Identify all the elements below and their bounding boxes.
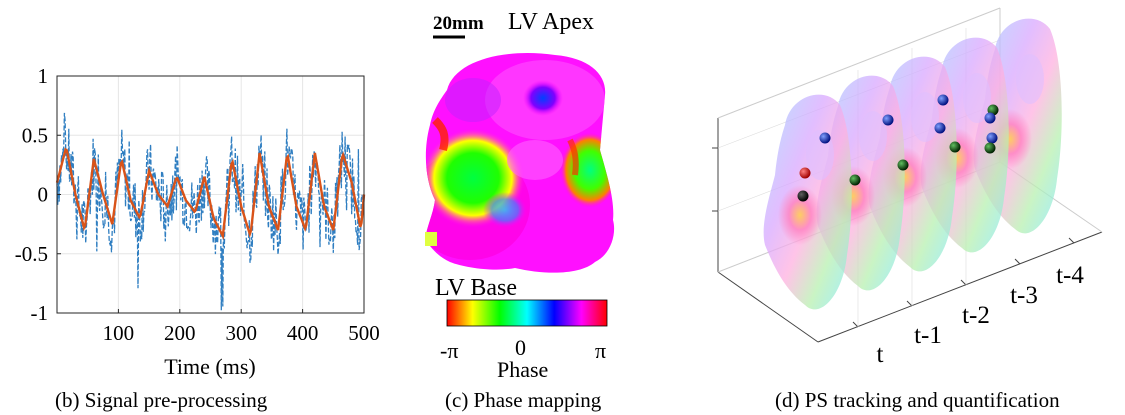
caption-d: (d) PS tracking and quantification xyxy=(775,388,1060,412)
x-axis-label: Time (ms) xyxy=(164,354,255,379)
x-tick-label: 300 xyxy=(225,321,257,345)
y-tick-label: -0.5 xyxy=(15,242,48,266)
panel-signal: 100 200 300 400 500 1 0.5 0 -0.5 -1 Time (ms) (b)… xyxy=(0,0,380,415)
phase-singularity-marker xyxy=(937,94,949,106)
y-tick-label: 1 xyxy=(38,64,49,88)
phase-singularity-marker xyxy=(984,112,996,124)
x-tick-label: 200 xyxy=(164,321,196,345)
colorbar-title: Phase xyxy=(497,357,548,382)
colorbar-max-label: π xyxy=(595,338,606,363)
phase-map-figure: 20mm LV Apex LV Base -π 0 π Phase xyxy=(425,9,615,382)
y-tick-label: 0.5 xyxy=(22,123,48,147)
colorbar-min-label: -π xyxy=(440,338,458,363)
caption-c: (c) Phase mapping xyxy=(445,388,602,412)
heart-slice xyxy=(763,94,852,310)
ps-tracking-figure: t t-1 t-2 t-3 t-4 xyxy=(712,7,1103,368)
phase-singularity-marker xyxy=(882,114,894,126)
panel-ps-tracking: t t-1 t-2 t-3 t-4 (d) PS tracking and quanti… xyxy=(700,0,1125,415)
x-tick-label: 500 xyxy=(348,321,380,345)
time-label: t-2 xyxy=(962,302,990,329)
colorbar-mid-label: 0 xyxy=(515,335,526,360)
phase-singularity-marker xyxy=(849,174,861,186)
signal-chart: 100 200 300 400 500 1 0.5 0 -0.5 -1 Time (ms) xyxy=(15,64,380,379)
y-tick-label: -1 xyxy=(31,301,49,325)
raw-signal-line xyxy=(56,112,365,311)
time-label: t xyxy=(877,341,884,368)
caption-b: (b) Signal pre-processing xyxy=(55,388,268,412)
phase-singularity-marker xyxy=(934,122,946,134)
phase-singularity-marker xyxy=(799,167,811,179)
panel-phase-map: 20mm LV Apex LV Base -π 0 π Phase (c) Ph… xyxy=(395,0,655,415)
phase-singularity-marker xyxy=(797,190,809,202)
phase-singularity-marker xyxy=(897,159,909,171)
time-label: t-4 xyxy=(1056,262,1084,289)
phase-singularity-marker xyxy=(819,132,831,144)
y-tick-label: 0 xyxy=(38,183,49,207)
apex-label: LV Apex xyxy=(508,9,594,35)
phase-singularity-marker xyxy=(949,141,961,153)
phase-map xyxy=(425,53,615,273)
phase-singularity-marker xyxy=(984,142,996,154)
filtered-signal-line xyxy=(55,147,366,241)
base-label: LV Base xyxy=(435,275,517,301)
phase-colorbar xyxy=(446,299,608,327)
x-tick-label: 100 xyxy=(103,321,135,345)
scale-label: 20mm xyxy=(433,13,484,34)
x-tick-label: 400 xyxy=(287,321,319,345)
time-label: t-1 xyxy=(914,322,942,349)
phase-singularity-marker xyxy=(986,132,998,144)
time-label: t-3 xyxy=(1010,282,1038,309)
